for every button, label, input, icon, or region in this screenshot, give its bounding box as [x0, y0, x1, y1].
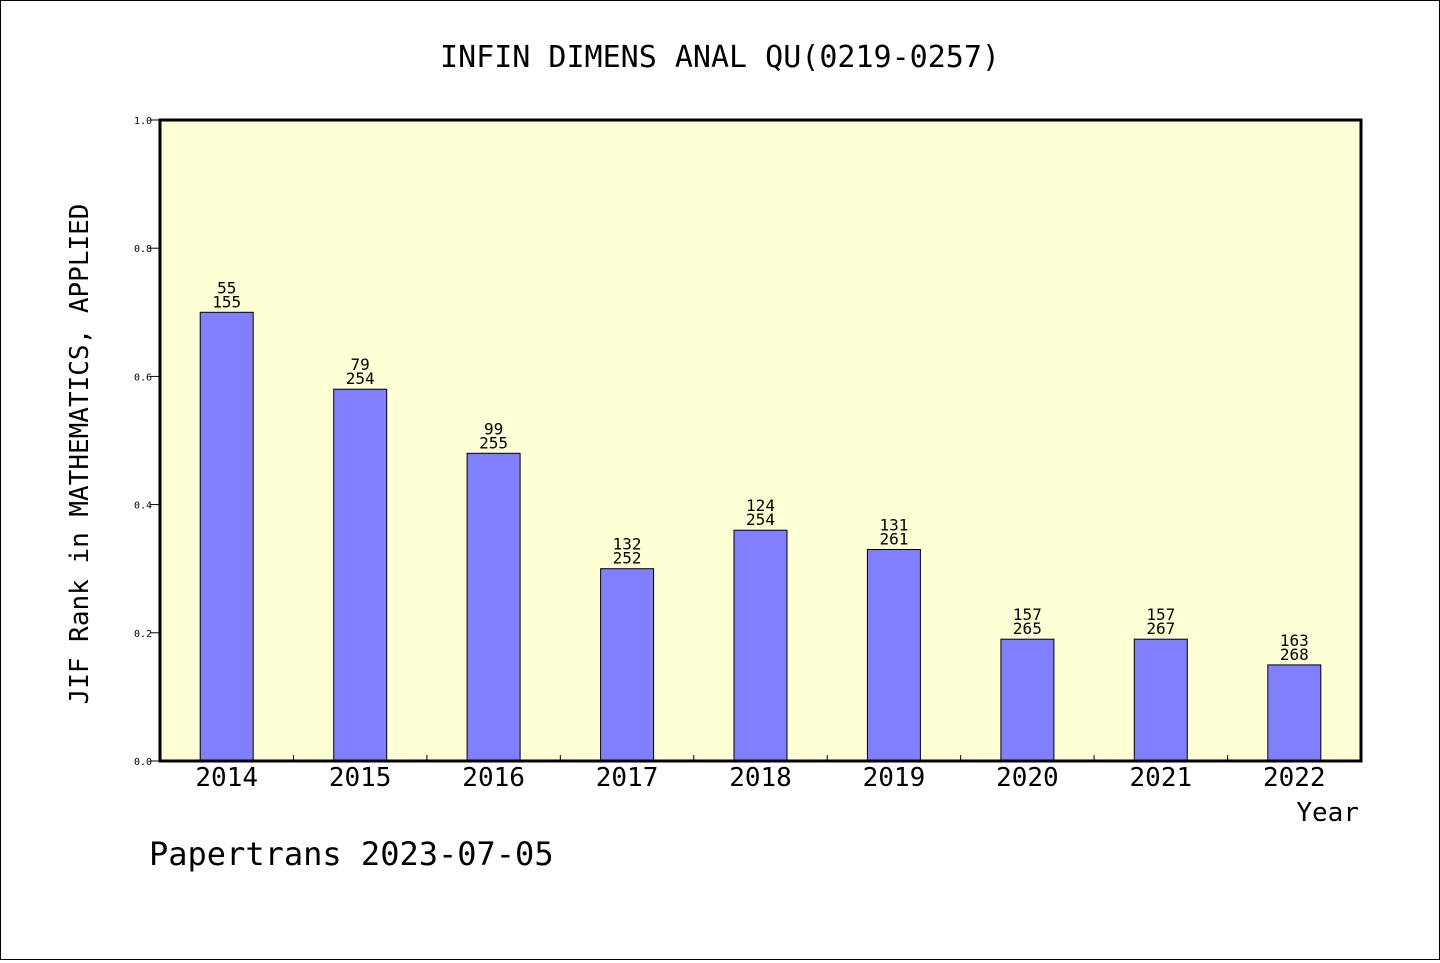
x-tick-label-2016: 2016	[462, 763, 525, 793]
bar-rank-label-2014: 55	[217, 278, 236, 297]
x-tick-label-2019: 2019	[863, 763, 926, 793]
bar-2016	[466, 452, 521, 762]
bar-total-label-2014: 155	[212, 292, 241, 311]
bar-total-label-2017: 252	[613, 549, 642, 568]
bar-2018	[733, 529, 788, 762]
bar-2015	[333, 388, 388, 762]
x-tick-label-2018: 2018	[729, 763, 792, 793]
bar-rank-label-2019: 131	[879, 516, 908, 535]
x-tick-label-2021: 2021	[1130, 763, 1193, 793]
x-tick-label-2017: 2017	[596, 763, 659, 793]
bar-rank-label-2020: 157	[1013, 605, 1042, 624]
x-tick-label-2015: 2015	[329, 763, 392, 793]
bar-total-label-2019: 261	[879, 530, 908, 549]
bar-total-label-2015: 254	[346, 369, 375, 388]
bars-group	[199, 311, 1322, 762]
bar-rank-label-2015: 79	[351, 355, 370, 374]
bar-total-label-2022: 268	[1280, 645, 1309, 664]
y-tick-label: 0.4	[134, 501, 152, 512]
x-tick-label-2022: 2022	[1263, 763, 1326, 793]
bar-2017	[600, 568, 655, 762]
y-axis: 0.0 0.2 0.4 0.6 0.8 1.0	[134, 116, 160, 768]
chart-title: INFIN DIMENS ANAL QU(0219-0257)	[440, 40, 1000, 75]
bar-total-label-2020: 265	[1013, 619, 1042, 638]
y-axis-label: JIF Rank in MATHEMATICS, APPLIED	[65, 204, 95, 705]
x-tick-label-2014: 2014	[195, 763, 258, 793]
y-tick-label: 0.0	[134, 757, 152, 768]
bar-2021	[1133, 638, 1188, 762]
bar-2019	[866, 549, 921, 762]
bar-2014	[199, 311, 254, 762]
bar-2022	[1267, 664, 1322, 762]
bar-rank-label-2018: 124	[746, 496, 775, 515]
bar-total-label-2016: 255	[479, 433, 508, 452]
y-tick-label: 0.6	[134, 372, 152, 383]
x-axis-label: Year	[1296, 798, 1359, 828]
bar-rank-label-2021: 157	[1146, 605, 1175, 624]
y-tick-label: 1.0	[134, 116, 152, 127]
bar-rank-label-2017: 132	[613, 535, 642, 554]
x-tick-label-2020: 2020	[996, 763, 1059, 793]
y-tick-label: 0.2	[134, 629, 152, 640]
bar-rank-label-2016: 99	[484, 419, 503, 438]
bar-rank-label-2022: 163	[1280, 631, 1309, 650]
y-tick-label: 0.8	[134, 244, 152, 255]
footer-credit: Papertrans 2023-07-05	[149, 835, 554, 873]
bar-2020	[1000, 638, 1055, 762]
plot-border	[158, 118, 1363, 763]
bar-total-label-2018: 254	[746, 510, 775, 529]
x-axis: 2014 2015 2016 2017 2018 2019 2020 2021 2022	[195, 755, 1326, 793]
bar-total-label-2021: 267	[1146, 619, 1175, 638]
